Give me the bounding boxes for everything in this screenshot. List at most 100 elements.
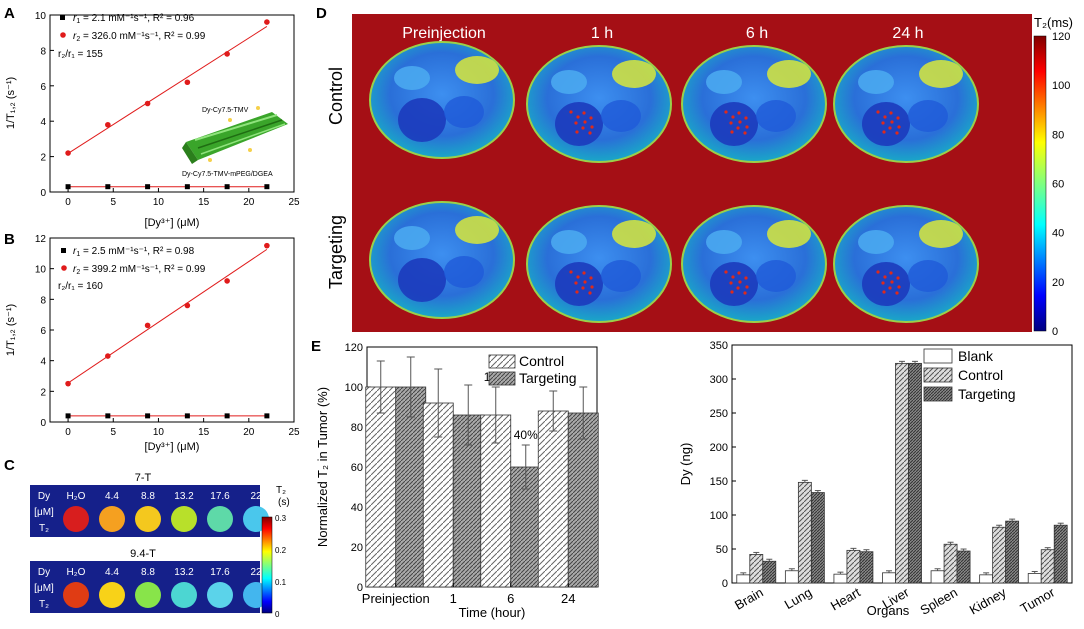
x-tick-label: Kidney: [967, 584, 1009, 617]
panel-a-marks: [65, 19, 270, 190]
body-outline: [681, 45, 827, 163]
data-point-r2: [105, 121, 111, 128]
signal-speck: [724, 110, 728, 114]
data-point-r1: [224, 184, 230, 190]
panel-b-x-label: [Dy³⁺] (μM): [145, 441, 200, 453]
x-tick-label: 1: [450, 591, 457, 606]
organ-region: [601, 260, 641, 292]
mri-row-labels: Control Targeting: [326, 67, 346, 289]
organ-region: [551, 70, 587, 94]
signal-speck: [890, 120, 894, 124]
cbar-c-tick-label: 0.2: [275, 546, 287, 555]
data-point-r1: [65, 413, 71, 419]
body-outline: [526, 205, 672, 323]
x-tick-label: Lung: [782, 585, 815, 612]
data-point-r2: [264, 19, 270, 25]
row-label-dy: Dy: [38, 491, 50, 502]
cbar-d-title: T₂(ms): [1034, 15, 1073, 30]
panel-e-letter: E: [311, 338, 321, 355]
fit-line-r2: [67, 26, 268, 154]
row-label: Targeting: [326, 215, 346, 289]
data-point-r1: [224, 413, 230, 419]
signal-speck: [897, 285, 901, 289]
y-tick-label: 10: [35, 265, 47, 276]
signal-speck: [574, 121, 578, 125]
organ-region: [908, 260, 948, 292]
bar-control: [537, 410, 569, 588]
y-tick-label: 6: [40, 82, 46, 93]
y-tick-label: 8: [40, 295, 46, 306]
x-tick-label: 5: [110, 197, 116, 208]
signal-speck: [738, 280, 742, 284]
y-tick-label: 80: [351, 422, 363, 434]
concentration-label: 17.6: [210, 567, 230, 578]
concentration-label: 4.4: [105, 491, 119, 502]
cbar-c-tick-label: 0.3: [275, 514, 287, 523]
signal-speck: [737, 271, 741, 275]
phantom-well: [63, 506, 89, 532]
y-tick-label: 40: [351, 502, 363, 514]
x-tick-label: 0: [65, 197, 71, 208]
organ-region: [767, 220, 811, 248]
bar-blank: [979, 574, 994, 584]
y-tick-label: 2: [40, 387, 46, 398]
bar-blank: [930, 570, 945, 584]
column-header: Preinjection: [402, 25, 486, 42]
panel-b-ratio: r₂/r₁ = 160: [58, 281, 103, 292]
y-tick-label: 20: [351, 542, 363, 554]
phantom-well: [135, 582, 161, 608]
tumor-region: [862, 262, 910, 306]
cbar-c-title: T₂: [276, 485, 286, 496]
organ-region: [455, 216, 499, 244]
phantom-well: [63, 582, 89, 608]
signal-speck: [724, 270, 728, 274]
data-point-r1: [264, 184, 270, 190]
signal-speck: [575, 290, 579, 294]
concentration-label: 17.6: [210, 491, 230, 502]
organ-region: [394, 226, 430, 250]
cbar-c-tick-label: 0: [275, 610, 280, 619]
y-tick-label: 8: [40, 46, 46, 57]
tumor-region: [710, 262, 758, 306]
panel-a-x-ticks: 0 5 10 15 20 25: [65, 188, 300, 208]
signal-speck: [744, 276, 748, 280]
signal-speck: [583, 280, 587, 284]
legend-swatch: [488, 354, 516, 369]
legend-swatch: [488, 371, 516, 386]
column-header: 24 h: [892, 25, 923, 42]
y-tick-label: 0: [357, 582, 363, 594]
panel-a-frame: [49, 14, 295, 193]
bar-targeting: [762, 560, 777, 584]
organ-region: [444, 256, 484, 288]
legend-label: Blank: [958, 348, 994, 364]
organ-region: [858, 70, 894, 94]
cbar-c-tick-label: 0.1: [275, 578, 287, 587]
signal-speck: [895, 291, 899, 295]
signal-speck: [889, 271, 893, 275]
tumor-region: [398, 98, 446, 142]
signal-speck: [888, 286, 892, 290]
cbar-d-tick-label: 40: [1052, 228, 1064, 240]
signal-speck: [581, 286, 585, 290]
legend-label: Targeting: [958, 386, 1016, 402]
tumor-region: [555, 102, 603, 146]
signal-speck: [589, 276, 593, 280]
tumor-region: [398, 258, 446, 302]
organ-region: [601, 100, 641, 132]
body-outline: [369, 201, 515, 319]
organ-region: [756, 260, 796, 292]
signal-speck: [582, 111, 586, 115]
signal-speck: [588, 291, 592, 295]
y-tick-label: 250: [710, 408, 728, 420]
x-tick-label: 10: [153, 197, 165, 208]
signal-speck: [729, 121, 733, 125]
y-tick-label: 350: [710, 340, 728, 352]
bar-control: [1040, 549, 1055, 584]
signal-speck: [876, 270, 880, 274]
bar-control: [797, 481, 812, 584]
legend-r2-label: r2 = 399.2 mM⁻¹s⁻¹, R² = 0.99: [73, 264, 206, 276]
y-tick-label: 150: [710, 476, 728, 488]
body-outline: [833, 205, 979, 323]
panel-a-letter: A: [4, 5, 15, 22]
organ-region: [767, 60, 811, 88]
